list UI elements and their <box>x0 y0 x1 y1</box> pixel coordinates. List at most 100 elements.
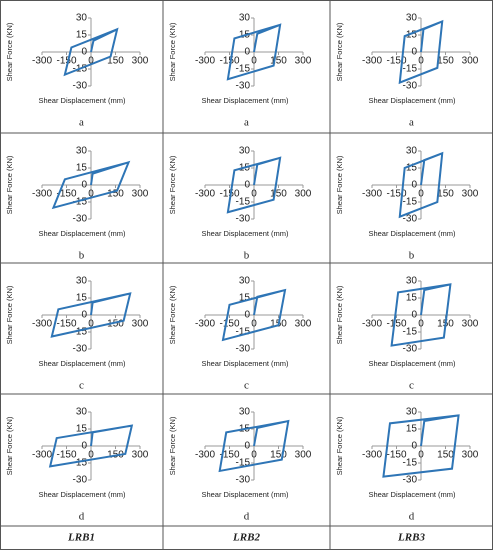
caption: c <box>409 380 414 392</box>
x-tick-label: -150 <box>56 56 76 67</box>
y-tick-label: 30 <box>76 13 88 24</box>
x-axis-label: Shear Displacement (mm) <box>38 96 126 105</box>
x-tick-label: -150 <box>56 319 76 330</box>
x-tick-label: -150 <box>219 319 239 330</box>
x-axis-label: Shear Displacement (mm) <box>201 359 289 368</box>
caption: c <box>244 380 249 392</box>
x-tick-label: 0 <box>251 189 257 200</box>
hysteresis-loop <box>226 23 282 81</box>
y-axis-label: Shear Force (KN) <box>168 22 177 81</box>
y-tick-label: 0 <box>411 310 417 321</box>
caption: b <box>244 250 250 262</box>
y-axis-label: Shear Force (KN) <box>335 285 344 344</box>
y-tick-label: 30 <box>239 276 251 287</box>
x-tick-label: 300 <box>132 189 149 200</box>
x-tick-label: -300 <box>32 450 52 461</box>
y-tick-label: 30 <box>239 407 251 418</box>
y-tick-label: -30 <box>73 475 88 486</box>
y-tick-label: -30 <box>236 214 251 225</box>
x-tick-label: 300 <box>462 319 479 330</box>
x-tick-label: 300 <box>462 189 479 200</box>
x-tick-label: -150 <box>219 450 239 461</box>
hysteresis-loop <box>390 283 452 347</box>
column-header: LRB1 <box>67 532 95 544</box>
hysteresis-loop <box>382 414 460 478</box>
y-axis-label: Shear Force (KN) <box>335 155 344 214</box>
y-axis-label: Shear Force (KN) <box>5 155 14 214</box>
y-tick-label: 0 <box>244 441 250 452</box>
caption: c <box>79 380 84 392</box>
y-tick-label: 15 <box>406 293 418 304</box>
y-axis-label: Shear Force (KN) <box>5 285 14 344</box>
x-tick-label: -300 <box>195 450 215 461</box>
y-tick-label: 15 <box>76 424 88 435</box>
x-tick-label: 0 <box>88 56 94 67</box>
x-tick-label: -300 <box>32 56 52 67</box>
x-tick-label: -300 <box>362 319 382 330</box>
column-header: LRB2 <box>232 532 260 544</box>
x-tick-label: 0 <box>418 56 424 67</box>
y-tick-label: 15 <box>76 293 88 304</box>
x-axis-label: Shear Displacement (mm) <box>201 490 289 499</box>
y-tick-label: -15 <box>236 64 251 75</box>
x-axis-label: Shear Displacement (mm) <box>38 229 126 238</box>
y-tick-label: 30 <box>239 146 251 157</box>
x-tick-label: -150 <box>56 189 76 200</box>
hysteresis-loop <box>50 292 132 338</box>
x-tick-label: -300 <box>195 56 215 67</box>
y-tick-label: -15 <box>403 64 418 75</box>
x-tick-label: -150 <box>386 319 406 330</box>
x-axis-label: Shear Displacement (mm) <box>201 96 289 105</box>
y-axis-label: Shear Force (KN) <box>335 416 344 475</box>
y-tick-label: 15 <box>406 424 418 435</box>
y-tick-label: 0 <box>81 441 87 452</box>
hysteresis-loop <box>51 160 131 210</box>
x-tick-label: -300 <box>195 319 215 330</box>
x-tick-label: 0 <box>418 189 424 200</box>
caption: a <box>409 117 414 129</box>
x-tick-label: -150 <box>56 450 76 461</box>
y-tick-label: 30 <box>76 146 88 157</box>
x-tick-label: 300 <box>462 56 479 67</box>
y-tick-label: 0 <box>411 180 417 191</box>
x-tick-label: -300 <box>362 56 382 67</box>
x-tick-label: 150 <box>437 450 454 461</box>
y-tick-label: -30 <box>73 81 88 92</box>
y-tick-label: -15 <box>236 327 251 338</box>
y-axis-label: Shear Force (KN) <box>5 22 14 81</box>
x-axis-label: Shear Displacement (mm) <box>368 359 456 368</box>
hysteresis-loop <box>398 151 444 219</box>
x-tick-label: 150 <box>107 319 124 330</box>
y-tick-label: 30 <box>406 407 418 418</box>
x-tick-label: -300 <box>362 450 382 461</box>
caption: b <box>79 250 85 262</box>
y-axis-label: Shear Force (KN) <box>168 285 177 344</box>
y-tick-label: 0 <box>81 180 87 191</box>
y-tick-label: -15 <box>73 327 88 338</box>
y-axis-label: Shear Force (KN) <box>168 416 177 475</box>
y-tick-label: 0 <box>81 47 87 58</box>
x-axis-label: Shear Displacement (mm) <box>368 229 456 238</box>
y-tick-label: -30 <box>236 344 251 355</box>
x-axis-label: Shear Displacement (mm) <box>201 229 289 238</box>
column-header: LRB3 <box>397 532 425 544</box>
y-tick-label: 15 <box>76 163 88 174</box>
x-tick-label: 300 <box>295 56 312 67</box>
x-tick-label: -300 <box>32 319 52 330</box>
y-tick-label: -15 <box>403 197 418 208</box>
x-tick-label: 300 <box>132 56 149 67</box>
y-tick-label: 0 <box>244 47 250 58</box>
hysteresis-loop <box>398 19 444 85</box>
y-tick-label: -30 <box>403 344 418 355</box>
x-tick-label: 0 <box>418 319 424 330</box>
y-axis-label: Shear Force (KN) <box>5 416 14 475</box>
y-tick-label: -15 <box>236 458 251 469</box>
y-axis-label: Shear Force (KN) <box>335 22 344 81</box>
x-tick-label: 0 <box>88 450 94 461</box>
x-tick-label: 0 <box>88 319 94 330</box>
caption: a <box>244 117 249 129</box>
y-tick-label: 0 <box>411 441 417 452</box>
x-axis-label: Shear Displacement (mm) <box>368 96 456 105</box>
x-tick-label: 300 <box>295 319 312 330</box>
